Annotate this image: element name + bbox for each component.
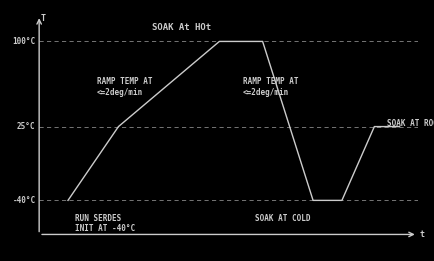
Text: RAMP TEMP AT
<=2deg/min: RAMP TEMP AT <=2deg/min [97, 77, 152, 97]
Text: SOAK At HOt: SOAK At HOt [151, 23, 210, 32]
Text: -40°C: -40°C [13, 196, 36, 205]
Text: RAMP TEMP AT
<=2deg/min: RAMP TEMP AT <=2deg/min [242, 77, 298, 97]
Text: SOAK AT ROOM: SOAK AT ROOM [386, 119, 434, 128]
Text: RUN SERDES
INIT AT -40°C: RUN SERDES INIT AT -40°C [75, 214, 135, 233]
Text: 25°C: 25°C [17, 122, 36, 131]
Text: SOAK AT COLD: SOAK AT COLD [255, 214, 310, 223]
Text: 100°C: 100°C [13, 37, 36, 46]
Text: t: t [418, 230, 424, 239]
Text: T: T [41, 14, 46, 23]
